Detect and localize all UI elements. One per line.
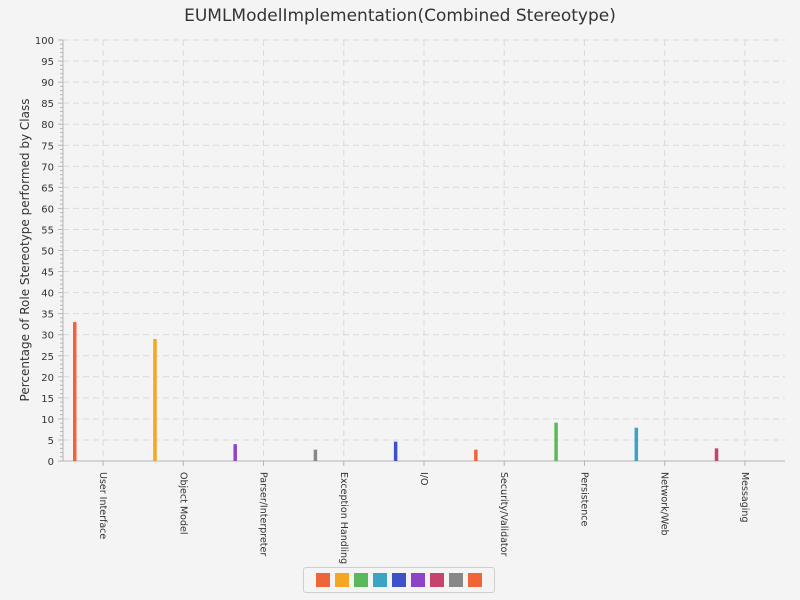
y-tick-label: 85: [41, 99, 54, 110]
x-tick-label: User Interface: [97, 472, 108, 539]
y-tick-label: 35: [41, 310, 54, 321]
y-tick-label: 55: [41, 225, 54, 236]
x-tick-label: Security/Validator: [498, 472, 509, 556]
y-tick-label: 10: [41, 415, 54, 426]
bar-object-model: [153, 338, 157, 461]
x-tick-label: Parser/Interpreter: [258, 472, 269, 556]
legend-swatch: [373, 573, 387, 587]
legend-swatch: [430, 573, 444, 587]
bar-messaging: [714, 448, 719, 461]
bar-exception-handling: [313, 449, 318, 461]
legend-swatch: [468, 573, 482, 587]
bar-network-web: [634, 427, 639, 461]
y-tick-label: 20: [41, 373, 54, 384]
bar-parser-interpreter: [233, 444, 237, 461]
legend: [303, 567, 495, 593]
bar-user-interface: [73, 322, 77, 461]
y-tick-label: 75: [41, 141, 54, 152]
legend-swatch: [354, 573, 368, 587]
bar-security-validator: [474, 449, 478, 461]
y-tick-label: 70: [41, 162, 54, 173]
y-tick-label: 95: [41, 57, 54, 68]
y-tick-label: 45: [41, 268, 54, 279]
chart-title: EUMLModelImplementation(Combined Stereot…: [184, 6, 616, 26]
y-tick-label: 40: [41, 289, 54, 300]
x-tick-label: Messaging: [739, 472, 750, 522]
y-tick-label: 15: [41, 394, 54, 405]
bar-persistence: [554, 422, 558, 461]
x-tick-label: Object Model: [177, 472, 188, 534]
x-tick-label: I/O: [418, 472, 429, 485]
legend-swatch: [335, 573, 349, 587]
legend-swatch: [411, 573, 425, 587]
y-tick-label: 25: [41, 352, 54, 363]
y-tick-label: 65: [41, 183, 54, 194]
x-tick-label: Persistence: [578, 472, 589, 526]
legend-swatch: [392, 573, 406, 587]
x-tick-label: Network/Web: [659, 472, 670, 536]
y-tick-label: 30: [41, 331, 54, 342]
y-tick-label: 80: [41, 120, 54, 131]
y-tick-label: 60: [41, 204, 54, 215]
y-tick-label: 100: [35, 36, 54, 47]
legend-swatch: [449, 573, 463, 587]
legend-swatch: [316, 573, 330, 587]
bar-i-o: [393, 441, 398, 461]
y-tick-label: 90: [41, 78, 54, 89]
x-tick-label: Exception Handling: [338, 472, 349, 564]
y-tick-label: 0: [48, 457, 54, 468]
y-tick-label: 5: [48, 436, 54, 447]
y-tick-label: 50: [41, 247, 54, 258]
